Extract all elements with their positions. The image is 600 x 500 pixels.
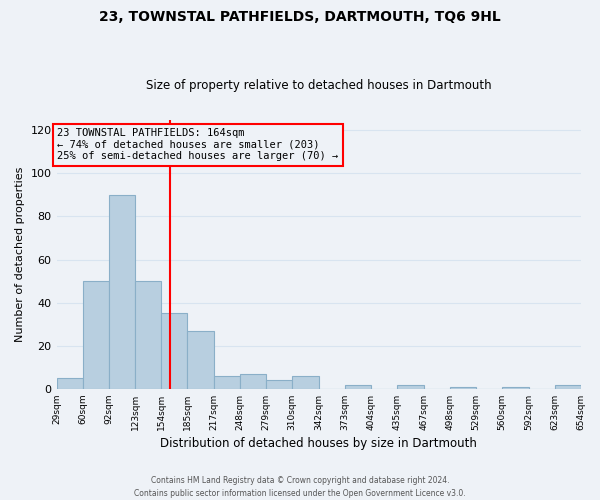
Text: 23 TOWNSTAL PATHFIELDS: 164sqm
← 74% of detached houses are smaller (203)
25% of: 23 TOWNSTAL PATHFIELDS: 164sqm ← 74% of … (58, 128, 338, 162)
Bar (502, 386, 529, 389)
Bar (136, 281, 161, 389)
Bar (214, 376, 240, 389)
Bar (554, 384, 581, 389)
Y-axis label: Number of detached properties: Number of detached properties (15, 166, 25, 342)
Bar (240, 374, 266, 389)
Bar (450, 386, 476, 389)
Bar (56, 378, 83, 389)
Bar (109, 195, 136, 389)
Bar (345, 384, 371, 389)
Bar (187, 330, 214, 389)
Text: 23, TOWNSTAL PATHFIELDS, DARTMOUTH, TQ6 9HL: 23, TOWNSTAL PATHFIELDS, DARTMOUTH, TQ6 … (99, 10, 501, 24)
Bar (397, 384, 424, 389)
Bar (83, 281, 109, 389)
Bar (161, 314, 187, 389)
X-axis label: Distribution of detached houses by size in Dartmouth: Distribution of detached houses by size … (160, 437, 477, 450)
Title: Size of property relative to detached houses in Dartmouth: Size of property relative to detached ho… (146, 79, 491, 92)
Bar (292, 376, 319, 389)
Bar (266, 380, 292, 389)
Text: Contains HM Land Registry data © Crown copyright and database right 2024.
Contai: Contains HM Land Registry data © Crown c… (134, 476, 466, 498)
